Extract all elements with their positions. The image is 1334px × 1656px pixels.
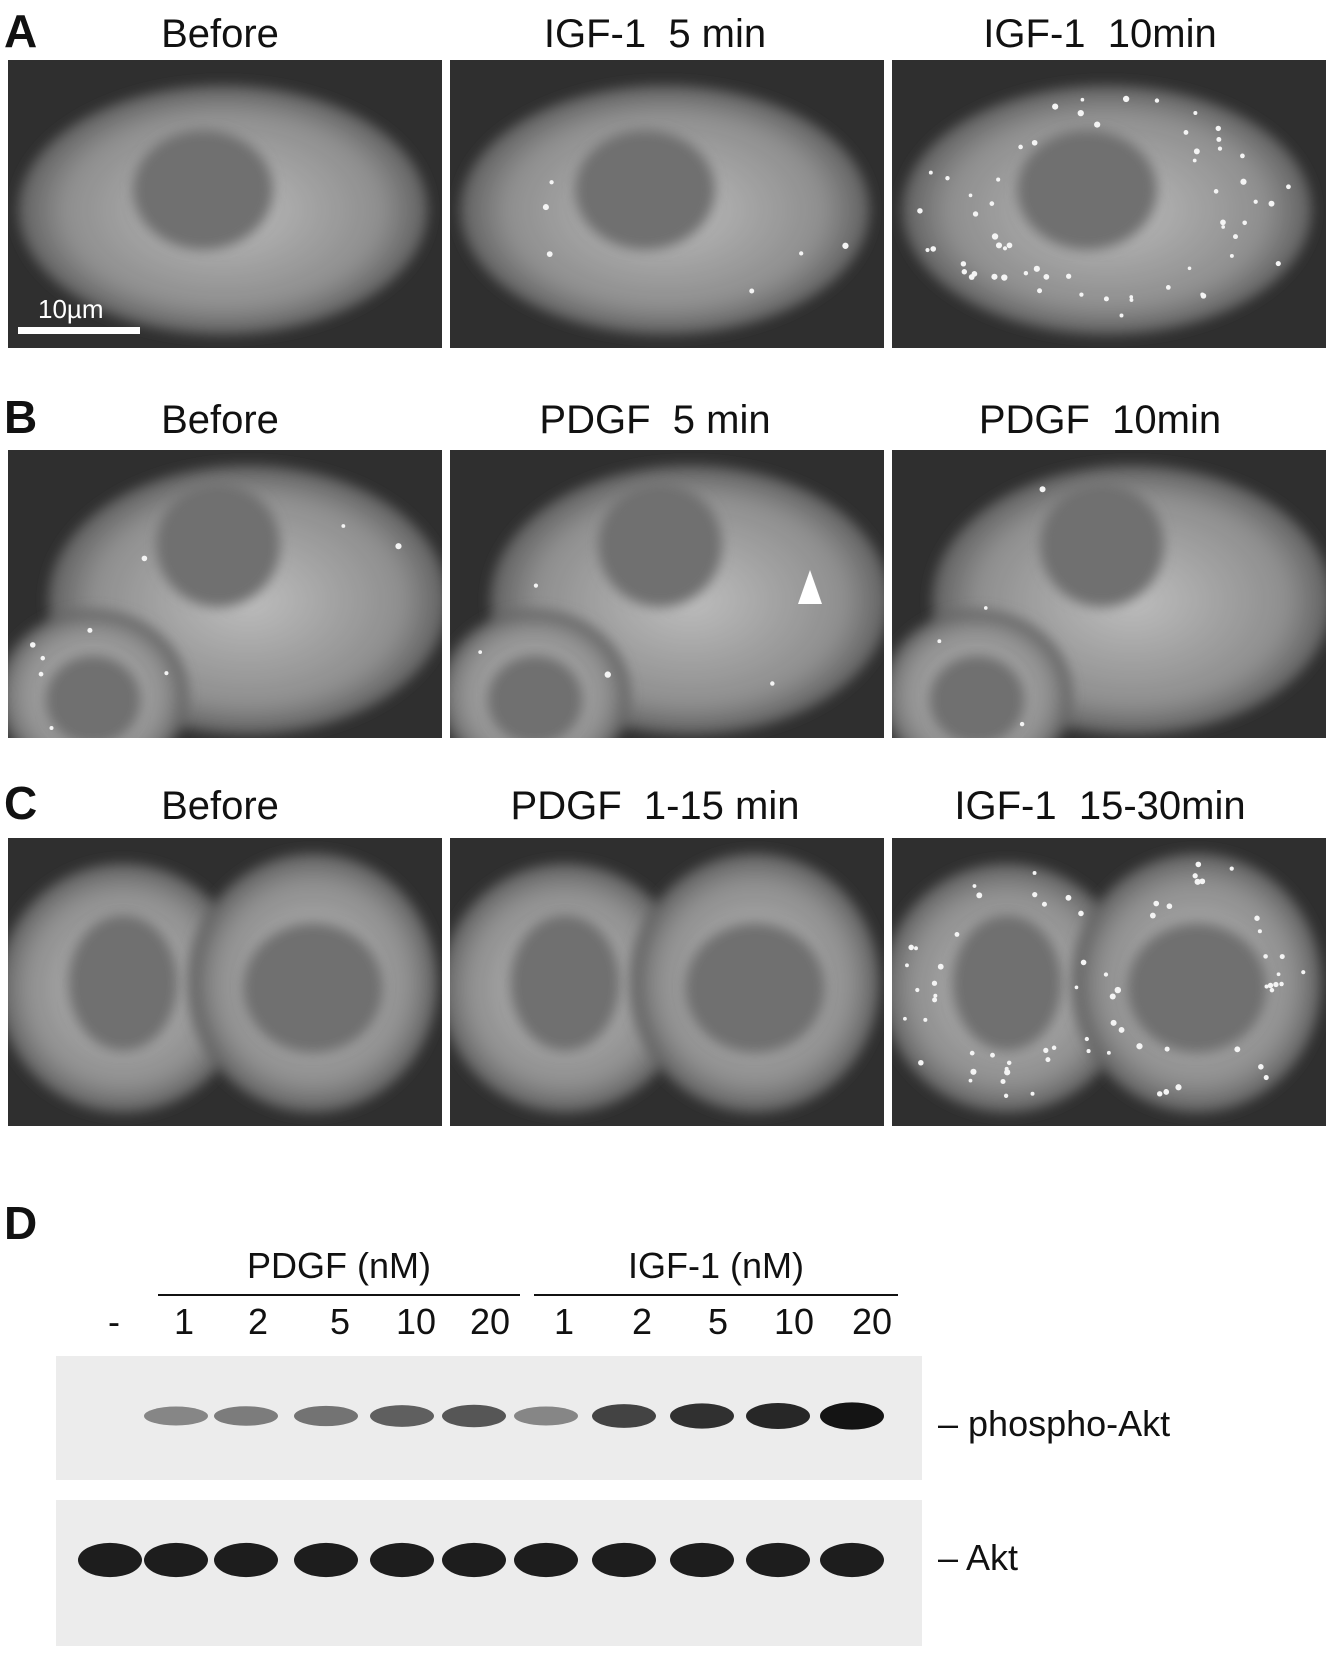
micrograph-a-igf1-10min <box>892 60 1326 348</box>
panel-c-title-2: PDGF 1-15 min <box>510 784 800 828</box>
panel-a-title-2: IGF-1 5 min <box>543 12 767 56</box>
micrograph-c-before <box>8 838 442 1126</box>
micrograph-b-pdgf-10min <box>892 450 1326 738</box>
lane-label: 2 <box>631 1301 653 1342</box>
lane-label: 5 <box>707 1301 729 1342</box>
lane-label: 5 <box>329 1301 351 1342</box>
lane-label-control: - <box>108 1301 120 1342</box>
akt-band <box>78 1542 142 1578</box>
phospho-akt-band <box>294 1405 358 1427</box>
lane-label: 10 <box>395 1301 437 1342</box>
scale-bar-label: 10µm <box>38 294 104 324</box>
akt-band <box>294 1542 358 1578</box>
phospho-akt-band <box>746 1403 810 1429</box>
micrograph-a-igf1-5min <box>450 60 884 348</box>
phospho-akt-band <box>214 1406 278 1426</box>
akt-band <box>514 1542 578 1578</box>
scale-bar <box>18 327 140 334</box>
micrograph-b-pdgf-5min <box>450 450 884 738</box>
panel-c-title-1: Before <box>161 784 279 828</box>
lane-label: 20 <box>851 1301 893 1342</box>
phospho-akt-band <box>820 1402 884 1430</box>
panel-letter-c: C <box>4 777 38 829</box>
band-label-akt: – Akt <box>938 1537 1019 1578</box>
panel-b-title-2: PDGF 5 min <box>539 398 771 442</box>
panel-b-title-1: Before <box>161 398 279 442</box>
phospho-akt-band <box>670 1403 734 1429</box>
akt-band <box>144 1542 208 1578</box>
phospho-akt-band <box>514 1406 578 1426</box>
blot-phospho-akt <box>56 1356 922 1480</box>
phospho-akt-band <box>370 1405 434 1427</box>
akt-band <box>214 1542 278 1578</box>
lane-label: 1 <box>173 1301 195 1342</box>
panel-a-title-1: Before <box>161 12 279 56</box>
panel-letter-b: B <box>4 391 38 443</box>
group-underline-igf1 <box>534 1294 898 1296</box>
micrograph-c-igf1 <box>892 838 1326 1126</box>
micrograph-b-before <box>8 450 442 738</box>
group-label-igf1: IGF-1 (nM) <box>628 1245 804 1286</box>
lane-label: 20 <box>469 1301 511 1342</box>
akt-band <box>746 1542 810 1578</box>
lane-label: 10 <box>773 1301 815 1342</box>
group-label-pdgf: PDGF (nM) <box>247 1245 431 1286</box>
group-underline-pdgf <box>158 1294 520 1296</box>
phospho-akt-band <box>592 1404 656 1428</box>
akt-band <box>820 1542 884 1578</box>
akt-band <box>442 1542 506 1578</box>
micrograph-a-before <box>8 60 442 348</box>
blot-akt <box>56 1500 922 1646</box>
akt-band <box>592 1542 656 1578</box>
panel-letter-a: A <box>4 5 38 57</box>
panel-b-title-3: PDGF 10min <box>978 398 1222 442</box>
band-label-phospho-akt: – phospho-Akt <box>938 1403 1171 1444</box>
arrowhead-marker <box>798 570 822 604</box>
micrograph-c-pdgf <box>450 838 884 1126</box>
phospho-akt-band <box>144 1406 208 1426</box>
akt-band <box>370 1542 434 1578</box>
panel-c-title-3: IGF-1 15-30min <box>954 784 1246 828</box>
akt-band <box>670 1542 734 1578</box>
panel-a-title-3: IGF-1 10min <box>983 12 1217 56</box>
panel-letter-d: D <box>4 1197 38 1249</box>
lane-label: 1 <box>553 1301 575 1342</box>
lane-label: 2 <box>247 1301 269 1342</box>
phospho-akt-band <box>442 1404 506 1428</box>
